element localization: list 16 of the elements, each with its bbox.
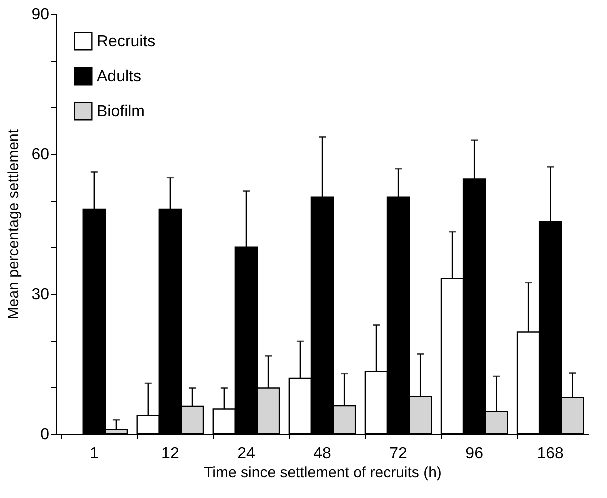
x-tick-label: 1: [90, 446, 99, 462]
x-tick-label: 12: [162, 446, 180, 462]
y-tick-label: 0: [40, 426, 50, 444]
y-tick-label: 90: [32, 6, 50, 24]
legend-label: Recruits: [97, 34, 156, 50]
x-tick-label: 24: [238, 446, 256, 462]
legend-label: Biofilm: [97, 104, 146, 120]
x-axis-title: Time since settlement of recruits (h): [204, 464, 442, 482]
x-tick-label: 96: [466, 446, 484, 462]
x-tick-label: 48: [314, 446, 332, 462]
x-tick-label: 168: [537, 446, 564, 462]
y-tick-label: 60: [32, 146, 50, 164]
y-tick-label: 30: [32, 286, 50, 304]
legend-label: Adults: [97, 68, 142, 86]
y-axis-title: Mean percentage settlement: [6, 128, 23, 320]
x-tick-label: 72: [390, 446, 408, 462]
